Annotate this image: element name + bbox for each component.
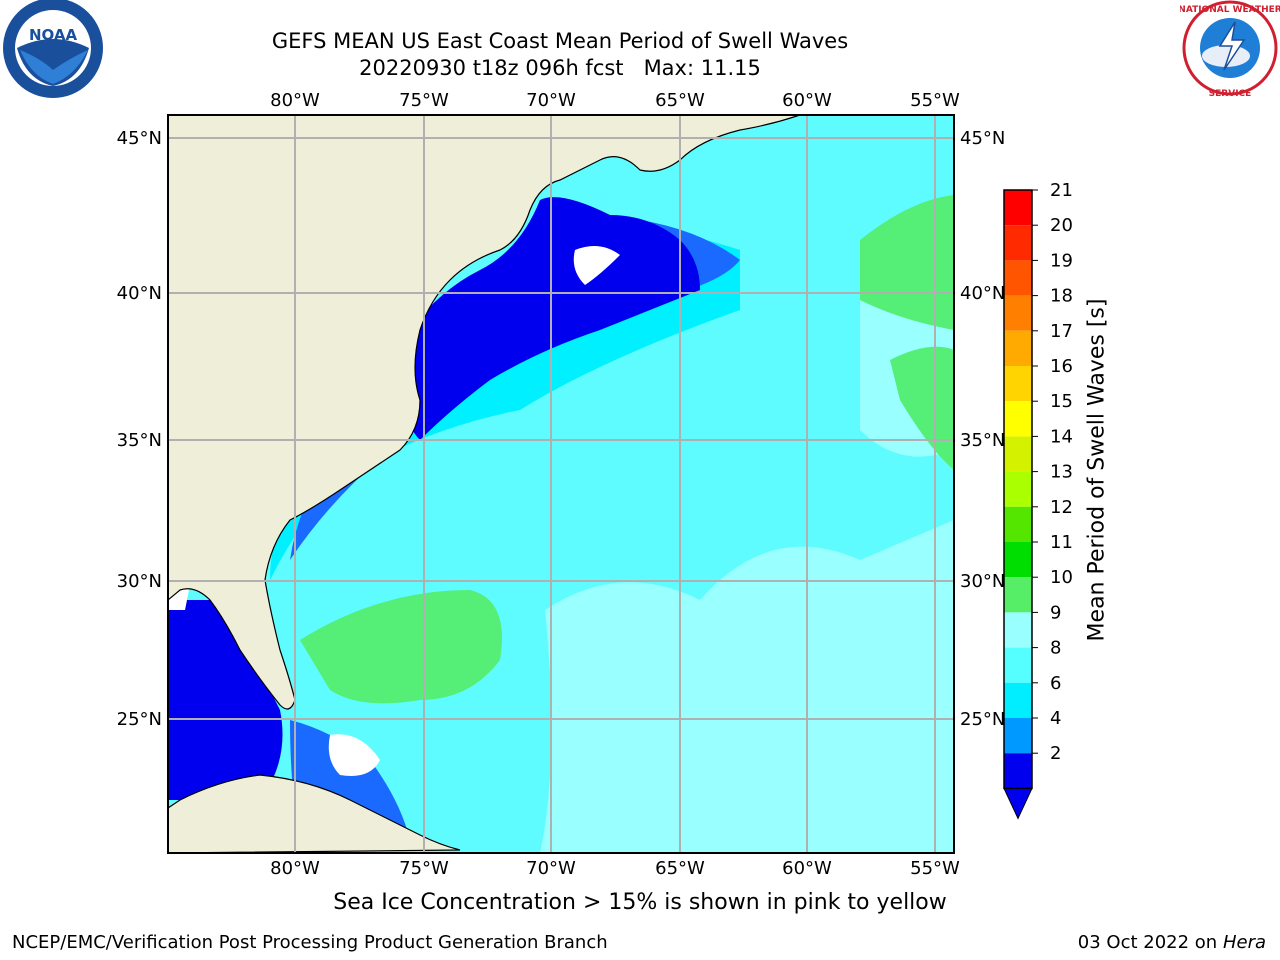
title-line-1: GEFS MEAN US East Coast Mean Period of S… <box>271 29 849 53</box>
footer-host: Hera <box>1222 932 1266 953</box>
lon-label: 55°W <box>910 858 960 879</box>
footer-date: 03 Oct 2022 on Hera <box>1078 932 1266 953</box>
colorbar-swatch <box>1004 401 1032 437</box>
colorbar-tick-label: 10 <box>1050 567 1073 588</box>
lon-labels-bottom: 80°W 75°W 70°W 65°W 60°W 55°W <box>270 858 960 879</box>
noaa-logo: NOAA <box>3 0 103 98</box>
lat-labels-left: 45°N 40°N 35°N 30°N 25°N <box>117 128 162 730</box>
footer-credit: NCEP/EMC/Verification Post Processing Pr… <box>12 932 608 953</box>
colorbar-extend-arrow <box>1003 787 1033 820</box>
colorbar-tick-label: 19 <box>1050 250 1073 271</box>
colorbar-tick-label: 12 <box>1050 497 1073 518</box>
colorbar-frame <box>1003 189 1033 790</box>
lat-label: 35°N <box>960 430 1005 451</box>
colorbar-swatch <box>1004 471 1032 507</box>
colorbar-tick-label: 16 <box>1050 356 1073 377</box>
lat-label: 30°N <box>960 571 1005 592</box>
lon-label: 55°W <box>910 90 960 111</box>
lon-label: 75°W <box>399 858 449 879</box>
lat-label: 25°N <box>960 709 1005 730</box>
lat-labels-right: 45°N 40°N 35°N 30°N 25°N <box>960 128 1005 730</box>
colorbar-swatch <box>1004 260 1032 296</box>
colorbar-swatch <box>1004 330 1032 366</box>
colorbar: 21 20 19 18 17 16 15 14 13 12 11 10 9 8 6 4 2 <box>1003 180 1073 820</box>
map-frame <box>167 114 955 854</box>
colorbar-tick-label: 9 <box>1050 602 1061 623</box>
svg-text:NOAA: NOAA <box>29 26 78 44</box>
lon-labels-top: 80°W 75°W 70°W 65°W 60°W 55°W <box>270 90 960 111</box>
lat-label: 40°N <box>117 283 162 304</box>
lat-label: 35°N <box>117 430 162 451</box>
colorbar-tick-label: 13 <box>1050 462 1073 483</box>
lat-label: 40°N <box>960 283 1005 304</box>
lon-label: 75°W <box>399 90 449 111</box>
footer-date-text: 03 Oct 2022 on <box>1077 932 1223 953</box>
lon-label: 65°W <box>655 858 705 879</box>
lat-label: 45°N <box>960 128 1005 149</box>
colorbar-swatch <box>1004 366 1032 402</box>
colorbar-tick-label: 21 <box>1050 180 1073 201</box>
lon-label: 70°W <box>526 90 576 111</box>
lat-label: 45°N <box>117 128 162 149</box>
colorbar-tick-label: 20 <box>1050 215 1073 236</box>
colorbar-swatch <box>1004 682 1032 718</box>
colorbar-swatch <box>1004 718 1032 754</box>
caption: Sea Ice Concentration > 15% is shown in … <box>333 890 947 915</box>
lon-label: 60°W <box>782 90 832 111</box>
lon-label: 60°W <box>782 858 832 879</box>
svg-text:SERVICE: SERVICE <box>1209 89 1252 99</box>
colorbar-swatch <box>1004 753 1032 789</box>
nws-logo: NATIONAL WEATHER SERVICE <box>1180 0 1280 99</box>
colorbar-tick-label: 8 <box>1050 638 1061 659</box>
lon-label: 65°W <box>655 90 705 111</box>
grid-lines <box>168 115 954 853</box>
colorbar-tick-label: 17 <box>1050 321 1073 342</box>
colorbar-swatch <box>1004 225 1032 261</box>
lon-label: 80°W <box>270 858 320 879</box>
colorbar-swatch <box>1004 542 1032 578</box>
colorbar-tick-label: 14 <box>1050 426 1073 447</box>
colorbar-label: Mean Period of Swell Waves [s] <box>1084 298 1110 642</box>
colorbar-swatch <box>1004 436 1032 472</box>
colorbar-swatch <box>1004 295 1032 331</box>
chart-title: GEFS MEAN US East Coast Mean Period of S… <box>160 28 960 82</box>
svg-text:NATIONAL WEATHER: NATIONAL WEATHER <box>1180 5 1280 15</box>
colorbar-tick-label: 15 <box>1050 391 1073 412</box>
colorbar-tick-label: 2 <box>1050 743 1061 764</box>
colorbar-tick-label: 4 <box>1050 708 1061 729</box>
colorbar-swatch <box>1004 577 1032 613</box>
lat-label: 25°N <box>117 709 162 730</box>
colorbar-tick-label: 18 <box>1050 286 1073 307</box>
colorbar-swatch <box>1004 190 1032 226</box>
lat-label: 30°N <box>117 571 162 592</box>
lon-label: 70°W <box>526 858 576 879</box>
colorbar-swatch <box>1004 647 1032 683</box>
map-field <box>168 115 954 853</box>
colorbar-tick-label: 11 <box>1050 532 1073 553</box>
colorbar-swatch <box>1004 506 1032 542</box>
colorbar-swatch <box>1004 612 1032 648</box>
colorbar-tick-label: 6 <box>1050 673 1061 694</box>
lon-label: 80°W <box>270 90 320 111</box>
title-line-2: 20220930 t18z 096h fcst Max: 11.15 <box>359 56 761 80</box>
